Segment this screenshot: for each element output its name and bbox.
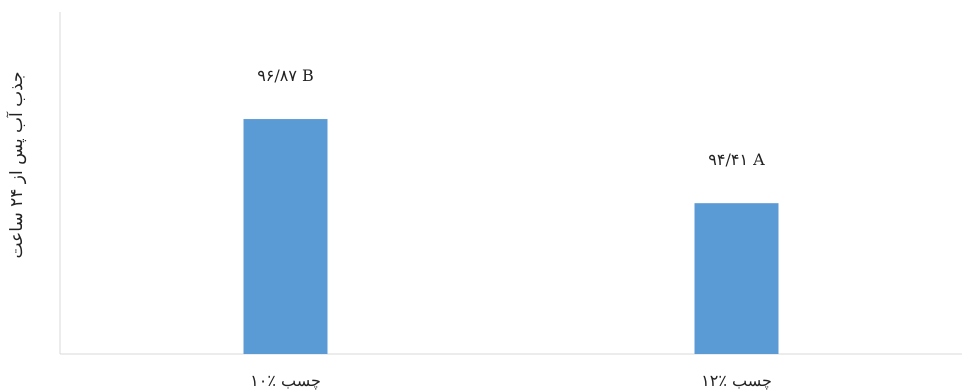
- bar-2: [694, 203, 779, 354]
- x-tick-label-1: چسب ٪۱۰: [250, 371, 321, 390]
- data-labels: ۹۶/۸۷ B ۹۴/۴۱ A: [257, 66, 765, 169]
- axes: [59, 12, 962, 355]
- data-label-2: ۹۴/۴۱ A: [708, 150, 765, 169]
- bar-1: [243, 119, 328, 355]
- bars: [243, 119, 779, 355]
- y-axis-title: جذب آب پس از ۲۴ ساعت: [5, 71, 27, 258]
- x-tick-labels: چسب ٪۱۰ چسب ٪۱۲: [250, 371, 772, 390]
- x-tick-label-2: چسب ٪۱۲: [701, 371, 772, 390]
- data-label-1: ۹۶/۸۷ B: [257, 66, 314, 85]
